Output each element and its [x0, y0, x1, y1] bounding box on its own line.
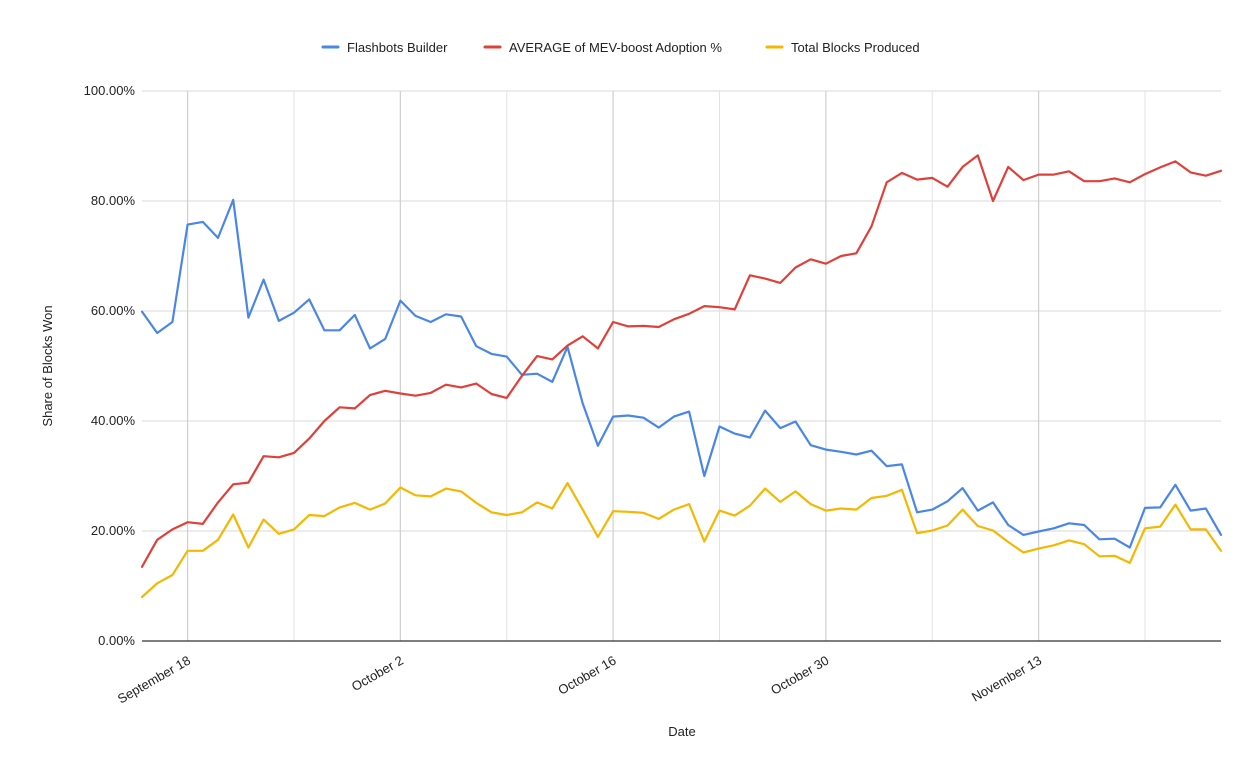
x-axis-ticks: September 18 October 2 October 16 October 3… — [115, 653, 1044, 707]
y-tick-label: 80.00% — [91, 193, 136, 208]
legend: Flashbots Builder AVERAGE of MEV-boost Ad… — [321, 40, 920, 55]
x-tick-label: October 16 — [555, 653, 618, 698]
y-tick-label: 20.00% — [91, 523, 136, 538]
legend-label: Flashbots Builder — [347, 40, 448, 55]
x-tick-label: October 30 — [768, 653, 831, 698]
series-line-1 — [140, 154, 1223, 568]
grid — [142, 90, 1221, 641]
x-tick-label: October 2 — [349, 653, 406, 695]
x-tick-label: September 18 — [115, 653, 193, 707]
legend-item[interactable]: AVERAGE of MEV-boost Adoption % — [483, 40, 722, 55]
x-tick-label: November 13 — [969, 653, 1044, 705]
series-line-2 — [140, 482, 1223, 599]
legend-item[interactable]: Total Blocks Produced — [765, 40, 920, 55]
y-axis-title: Share of Blocks Won — [40, 305, 55, 426]
y-tick-label: 60.00% — [91, 303, 136, 318]
series-line-0 — [140, 198, 1223, 549]
legend-item[interactable]: Flashbots Builder — [321, 40, 448, 55]
legend-label: AVERAGE of MEV-boost Adoption % — [509, 40, 722, 55]
y-tick-label: 0.00% — [98, 633, 135, 648]
y-tick-label: 40.00% — [91, 413, 136, 428]
y-tick-label: 100.00% — [84, 83, 136, 98]
x-axis-title: Date — [668, 724, 695, 739]
series-lines — [140, 154, 1223, 599]
legend-label: Total Blocks Produced — [791, 40, 920, 55]
y-axis-ticks: 0.00% 20.00% 40.00% 60.00% 80.00% 100.00% — [84, 83, 136, 648]
